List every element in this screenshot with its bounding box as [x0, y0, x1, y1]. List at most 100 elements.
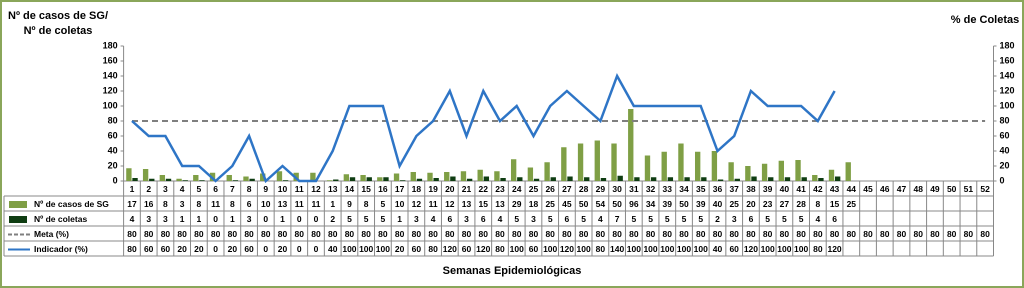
x-tick-label: 1 [130, 184, 135, 194]
x-tick-label: 48 [913, 184, 923, 194]
table-value: 11 [311, 199, 320, 209]
table-value: 5 [581, 214, 586, 224]
x-tick-label: 6 [213, 184, 218, 194]
table-value: 80 [211, 229, 221, 239]
table-value: 80 [913, 229, 923, 239]
bar [801, 177, 807, 181]
x-tick-label: 3 [163, 184, 168, 194]
bar [377, 177, 383, 181]
y-tick-label: 20 [108, 160, 118, 170]
bar [650, 177, 657, 181]
bar [199, 180, 205, 181]
table-value: 3 [247, 214, 252, 224]
bar [711, 151, 718, 181]
y2-tick-label: 140 [1000, 70, 1015, 80]
bar [584, 177, 590, 181]
table-value: 80 [813, 229, 823, 239]
x-tick-label: 25 [529, 184, 539, 194]
table-value: 80 [830, 229, 840, 239]
table-value: 80 [813, 244, 823, 254]
table-value: 80 [328, 229, 338, 239]
table-value: 15 [479, 199, 489, 209]
x-tick-label: 50 [947, 184, 957, 194]
table-value: 23 [763, 199, 773, 209]
table-value: 20 [228, 244, 238, 254]
bar [326, 180, 333, 181]
table-value: 5 [548, 214, 553, 224]
bar [694, 151, 701, 181]
x-tick-label: 33 [663, 184, 673, 194]
bar [433, 178, 439, 181]
x-tick-label: 38 [746, 184, 756, 194]
table-value: 120 [744, 244, 758, 254]
x-tick-label: 34 [679, 184, 689, 194]
table-value: 80 [529, 229, 539, 239]
table-value: 50 [679, 199, 689, 209]
y2-tick-label: 40 [1000, 145, 1010, 155]
table-value: 5 [799, 214, 804, 224]
x-tick-label: 24 [512, 184, 522, 194]
table-value: 20 [395, 244, 405, 254]
x-tick-label: 21 [462, 184, 472, 194]
x-tick-label: 39 [763, 184, 773, 194]
table-value: 80 [512, 229, 522, 239]
table-value: 100 [510, 244, 524, 254]
y2-axis-title: % de Coletas [951, 14, 1019, 26]
bar [544, 162, 550, 181]
table-value: 80 [228, 229, 238, 239]
table-value: 80 [278, 229, 288, 239]
table-value: 96 [629, 199, 639, 209]
bar [450, 176, 456, 181]
table-value: 80 [729, 229, 739, 239]
table-value: 80 [361, 229, 371, 239]
y-tick-label: 160 [103, 55, 118, 65]
table-value: 4 [498, 214, 503, 224]
table-value: 80 [127, 244, 137, 254]
table-value: 6 [832, 214, 837, 224]
bar [778, 160, 784, 181]
table-value: 5 [514, 214, 519, 224]
table-value: 80 [144, 229, 154, 239]
x-tick-label: 11 [295, 184, 304, 194]
table-value: 80 [897, 229, 907, 239]
bar [577, 143, 584, 181]
x-tick-label: 36 [713, 184, 723, 194]
table-value: 80 [412, 229, 422, 239]
x-tick-label: 2 [146, 184, 151, 194]
bar [483, 176, 490, 181]
table-value: 100 [376, 244, 390, 254]
y-tick-label: 60 [108, 130, 118, 140]
table-value: 28 [796, 199, 806, 209]
x-tick-label: 17 [395, 184, 405, 194]
legend-label: Indicador (%) [34, 244, 88, 254]
table-value: 7 [615, 214, 620, 224]
bar [182, 180, 188, 181]
y-tick-label: 40 [108, 145, 118, 155]
table-value: 80 [646, 229, 656, 239]
table-value: 17 [127, 199, 137, 209]
x-tick-label: 29 [596, 184, 606, 194]
table-value: 100 [777, 244, 791, 254]
table-value: 8 [197, 199, 202, 209]
table-value: 80 [746, 229, 756, 239]
legend-label: Nº de coletas [34, 214, 87, 224]
bar [634, 177, 640, 181]
table-value: 25 [545, 199, 555, 209]
table-value: 10 [395, 199, 405, 209]
bar [360, 175, 366, 181]
bar [444, 172, 450, 181]
table-value: 40 [713, 199, 723, 209]
x-tick-label: 47 [897, 184, 907, 194]
table-value: 3 [180, 199, 185, 209]
table-value: 80 [663, 229, 673, 239]
x-tick-label: 46 [880, 184, 890, 194]
bar [567, 176, 573, 181]
table-value: 27 [780, 199, 790, 209]
bar [193, 175, 199, 181]
table-value: 2 [715, 214, 720, 224]
table-value: 6 [247, 199, 252, 209]
bar [282, 180, 289, 181]
y-tick-label: 120 [103, 85, 118, 95]
table-value: 80 [479, 229, 489, 239]
